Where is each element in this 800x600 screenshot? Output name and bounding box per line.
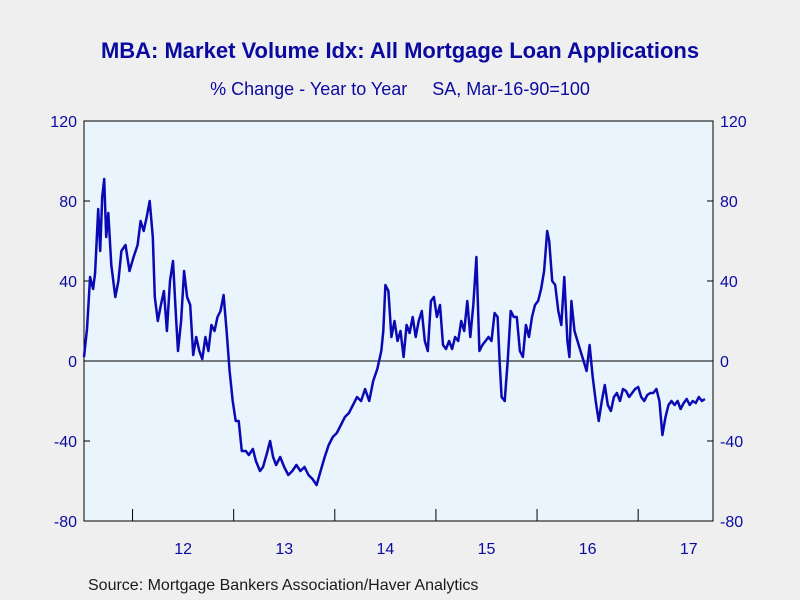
series-line bbox=[82, 177, 706, 487]
y-tick-label-right: 40 bbox=[720, 274, 738, 291]
y-tick-label-left: 80 bbox=[59, 194, 77, 211]
y-tick-label-left: -80 bbox=[54, 514, 77, 531]
chart-subtitle: % Change - Year to Year SA, Mar-16-90=10… bbox=[210, 79, 590, 99]
y-tick-label-right: 0 bbox=[720, 354, 729, 371]
x-tick-label: 15 bbox=[478, 541, 496, 558]
plot-area bbox=[83, 120, 714, 522]
y-tick-label-left: 40 bbox=[59, 274, 77, 291]
x-tick-label: 16 bbox=[579, 541, 597, 558]
x-tick-label: 17 bbox=[680, 541, 698, 558]
y-tick-label-left: -40 bbox=[54, 434, 77, 451]
x-tick-label: 14 bbox=[376, 541, 394, 558]
x-tick-label: 12 bbox=[174, 541, 192, 558]
axis-labels: 120 120 80 80 40 40 0 0 -40 -40 -80 -80 12 13 14 15 16 17 bbox=[50, 114, 747, 558]
source-note: Source: Mortgage Bankers Association/Hav… bbox=[88, 577, 479, 594]
y-tick-label-right: 80 bbox=[720, 194, 738, 211]
x-tick-label: 13 bbox=[275, 541, 293, 558]
y-tick-label-left: 120 bbox=[50, 114, 77, 131]
y-tick-label-left: 0 bbox=[68, 354, 77, 371]
y-tick-label-right: -40 bbox=[720, 434, 743, 451]
chart-title: MBA: Market Volume Idx: All Mortgage Loa… bbox=[100, 38, 700, 63]
y-tick-label-right: -80 bbox=[720, 514, 743, 531]
y-tick-label-right: 120 bbox=[720, 114, 747, 131]
